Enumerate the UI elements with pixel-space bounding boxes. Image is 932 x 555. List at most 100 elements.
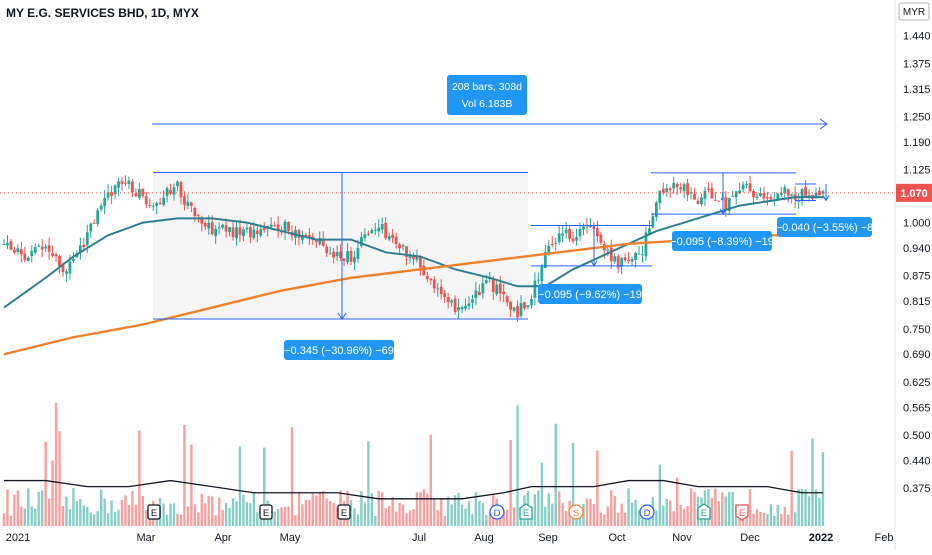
candle-body [547, 245, 551, 253]
volume-bar [86, 506, 89, 526]
candle-body [814, 192, 818, 198]
volume-bar [301, 504, 304, 526]
volume-bar [766, 513, 769, 526]
event-marker-earnings[interactable] [147, 504, 161, 520]
event-marker-letter: E [739, 508, 745, 519]
measure-label-dec-bg [777, 217, 872, 237]
candle-body [269, 224, 273, 227]
volume-bar [724, 496, 727, 526]
volume-bar [106, 513, 110, 526]
volume-bar [40, 490, 44, 526]
volume-bar [762, 512, 766, 526]
volume-bar [134, 504, 138, 526]
candle-body [783, 187, 787, 194]
candle-body [648, 228, 651, 234]
event-marker-earnings-down[interactable] [735, 504, 749, 521]
candle-body [325, 246, 329, 254]
measure-label-dec: −0.040 (−3.55%) −8 [776, 222, 874, 234]
volume-bar [44, 441, 47, 526]
volume-bar [519, 515, 523, 526]
volume-bar [610, 490, 613, 526]
candle-body [155, 203, 159, 206]
volume-bar [811, 438, 814, 526]
volume-bar [686, 505, 689, 526]
volume-bar [460, 504, 464, 526]
volume-bar [446, 496, 450, 526]
volume-bar [391, 496, 394, 526]
volume-bar [398, 502, 401, 526]
candle-body [72, 259, 75, 262]
candle-body [405, 246, 408, 257]
volume-bar [450, 504, 453, 526]
volume-bar [252, 492, 256, 526]
event-marker-earnings[interactable] [259, 504, 273, 520]
candle-body [349, 250, 353, 262]
event-marker-dividend[interactable] [489, 504, 505, 520]
volume-bar [103, 498, 106, 526]
volume-bar [207, 495, 210, 526]
event-marker-dividend[interactable] [639, 504, 655, 520]
candle-body [165, 188, 169, 196]
candle-body [651, 216, 655, 228]
candle-body [23, 253, 27, 261]
candle-body [13, 249, 16, 253]
volume-bar [374, 515, 377, 526]
volume-bar [370, 493, 374, 526]
candle-body [54, 254, 58, 257]
volume-bar [280, 507, 283, 526]
candle-body [571, 238, 575, 242]
candle-body [200, 217, 204, 224]
candle-body [193, 207, 197, 217]
event-marker-split[interactable] [568, 504, 584, 520]
candle-body [627, 259, 630, 262]
volume-bar [800, 489, 804, 526]
candle-body [307, 234, 311, 237]
volume-bar [172, 503, 176, 526]
volume-bar [110, 500, 113, 526]
candle-body [78, 245, 82, 252]
volume-bar [169, 503, 172, 526]
volume-bar [467, 501, 471, 526]
measure-label-nov: −0.095 (−8.39%) −19 [670, 236, 774, 248]
volume-bar [13, 494, 16, 526]
volume-bar [592, 504, 596, 526]
volume-bar [360, 491, 363, 526]
candle-body [301, 234, 304, 240]
volume-bar [145, 510, 148, 526]
volume-bar [34, 508, 37, 526]
volume-bar [509, 440, 512, 526]
candle-body [183, 196, 186, 205]
volume-bar [478, 500, 481, 526]
measure-label-large: −0.345 (−30.96%) −69 [284, 345, 394, 357]
y-tick-label: 1.190 [903, 137, 931, 149]
currency-badge[interactable] [898, 2, 930, 21]
candle-body [179, 182, 183, 198]
candle-body [283, 221, 287, 233]
volume-bar [283, 506, 287, 526]
candle-body [144, 196, 148, 205]
candle-body [106, 192, 110, 198]
candle-body [16, 248, 20, 253]
volume-bar [804, 489, 807, 526]
candle-body [162, 197, 166, 205]
volume-bar [564, 511, 568, 526]
volume-bar [47, 498, 51, 526]
candle-body [387, 236, 391, 240]
event-marker-earnings-up[interactable] [697, 503, 711, 520]
event-marker-letter: E [341, 508, 347, 519]
event-marker-earnings[interactable] [337, 504, 351, 520]
candle-body [169, 189, 172, 194]
measure-label-sep: −0.095 (−9.62%) −19 [538, 289, 642, 301]
candles [2, 175, 825, 322]
volume-bar [693, 491, 696, 526]
candle-body [9, 240, 13, 250]
volume-bar [745, 515, 748, 526]
volume-bar [516, 405, 519, 526]
candle-body [557, 233, 561, 243]
event-marker-earnings-up[interactable] [519, 503, 533, 520]
candle-body [398, 244, 401, 249]
volume-bar [238, 446, 242, 526]
volume-bar [630, 502, 634, 526]
candle-body [675, 183, 679, 188]
